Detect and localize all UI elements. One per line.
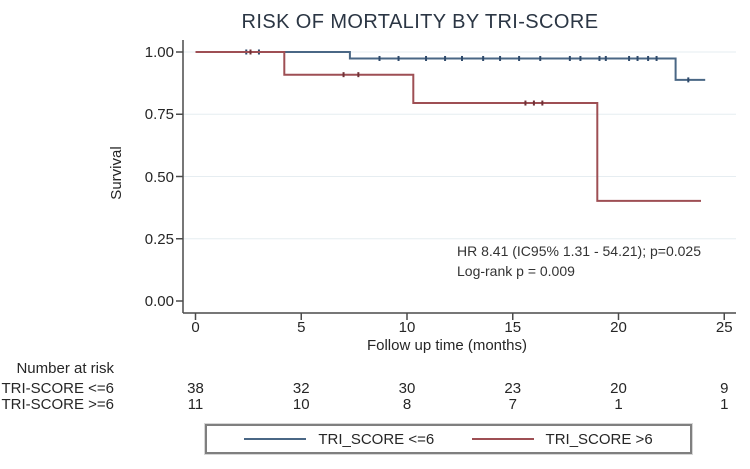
red-line-sample-icon xyxy=(471,438,534,440)
risk-row-label: TRI-SCORE <=6 xyxy=(1,380,114,397)
x-tick-label: 15 xyxy=(504,319,522,336)
y-tick-label: 0.00 xyxy=(144,293,174,310)
x-tick-label: 0 xyxy=(191,319,200,336)
hr-annotation: HR 8.41 (IC95% 1.31 - 54.21); p=0.025 xyxy=(457,243,701,259)
risk-table-header: Number at risk xyxy=(16,360,114,377)
risk-row-label: TRI-SCORE >=6 xyxy=(1,396,114,413)
y-tick-label: 0.50 xyxy=(144,168,174,186)
y-tick-label: 0.25 xyxy=(144,230,174,248)
risk-value: 38 xyxy=(187,380,204,397)
risk-value: 32 xyxy=(292,380,310,397)
legend: TRI_SCORE <=6 TRI_SCORE >6 xyxy=(205,424,692,454)
survival-curve xyxy=(195,51,701,202)
legend-item-high-score: TRI_SCORE >6 xyxy=(471,430,653,448)
y-tick-label: 1.00 xyxy=(144,44,174,61)
risk-value: 9 xyxy=(720,380,729,397)
chart-title: RISK OF MORTALITY BY TRI-SCORE xyxy=(241,11,599,33)
risk-value: 20 xyxy=(610,380,627,397)
blue-line-sample-icon xyxy=(244,438,307,440)
risk-value: 10 xyxy=(292,396,310,413)
y-tick-label: 0.75 xyxy=(144,106,174,124)
legend-label: TRI_SCORE <=6 xyxy=(318,430,435,448)
x-tick-label: 5 xyxy=(297,319,306,336)
x-tick-label: 25 xyxy=(715,319,733,336)
risk-value: 1 xyxy=(720,396,729,413)
risk-value: 1 xyxy=(614,396,623,413)
x-tick-label: 20 xyxy=(610,319,627,336)
risk-value: 11 xyxy=(187,396,204,413)
risk-value: 30 xyxy=(398,380,416,397)
risk-value: 8 xyxy=(402,396,412,413)
risk-value: 23 xyxy=(504,380,522,397)
legend-item-low-score: TRI_SCORE <=6 xyxy=(244,431,434,448)
legend-label: TRI_SCORE >6 xyxy=(545,430,653,448)
survival-curve xyxy=(195,51,706,81)
logrank-annotation: Log-rank p = 0.009 xyxy=(457,263,575,279)
x-tick-label: 10 xyxy=(398,319,416,336)
risk-value: 7 xyxy=(508,396,517,413)
x-axis-title: Follow up time (months) xyxy=(366,337,528,354)
